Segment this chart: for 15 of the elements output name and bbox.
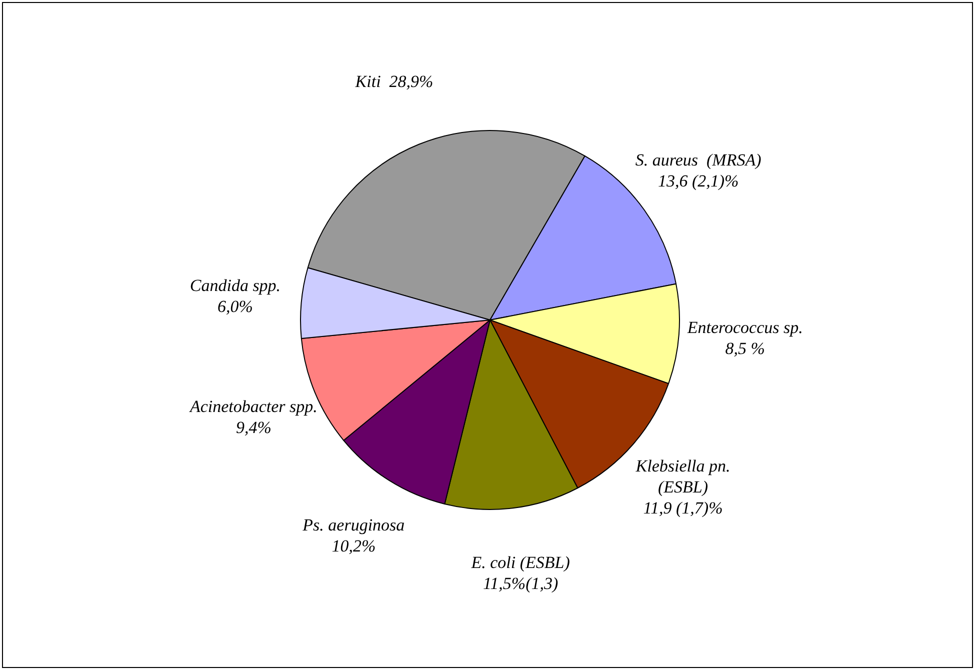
data-label: 8,5 % <box>725 339 765 358</box>
data-label: 10,2% <box>332 536 376 556</box>
slice-label: Enterococcus sp. <box>686 318 803 338</box>
slice-label: Ps. aeruginosa <box>302 515 405 534</box>
data-label: 11,5%(1,3) <box>482 574 558 593</box>
slice-label: Klebsiella pn. (ESBL) <box>634 456 730 496</box>
slice-label: Acinetobacter spp. <box>188 396 318 416</box>
data-label: 9,4% <box>236 418 272 437</box>
slice-label: S. aureus (MRSA) <box>635 150 762 170</box>
slice-label: Kiti 28,9% <box>354 72 434 92</box>
data-label: 13,6 (2,1)% <box>658 171 739 190</box>
data-label: 11,9 (1,7)% <box>643 498 723 518</box>
slice-label: E. coli (ESBL) <box>470 552 570 572</box>
data-label: 6,0% <box>218 296 253 316</box>
slice-label: Candida spp. <box>190 276 281 295</box>
